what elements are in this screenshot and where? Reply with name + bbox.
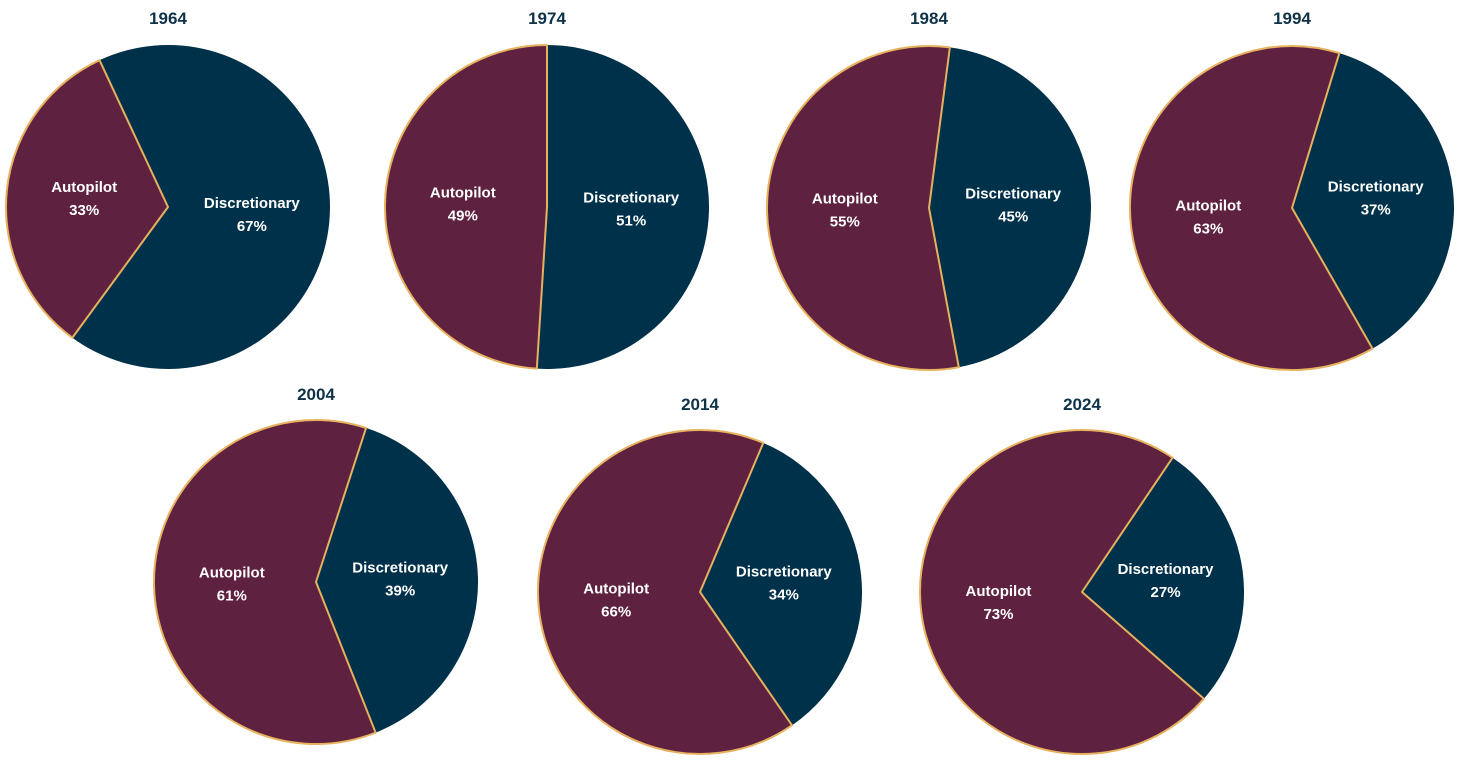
slice-value-label: 27% <box>1151 584 1181 601</box>
slice-value-label: 34% <box>769 586 799 603</box>
slice-discretionary <box>316 427 478 733</box>
slice-label: Autopilot <box>966 583 1032 600</box>
slice-value-label: 66% <box>601 604 631 621</box>
slice-value-label: 45% <box>998 209 1028 226</box>
slice-value-label: 55% <box>830 213 860 230</box>
slice-value-label: 73% <box>983 606 1013 623</box>
pie-2024: 2024 Discretionary 27% Autopilot 73% <box>919 395 1244 755</box>
pie-2004: 2004 Discretionary 39% Autopilot 61% <box>153 385 478 745</box>
slice-autopilot <box>919 429 1205 755</box>
slice-discretionary <box>1292 53 1454 349</box>
slice-label: Discretionary <box>736 563 833 580</box>
slice-label: Discretionary <box>1328 179 1425 196</box>
pie-title: 2014 <box>681 395 719 414</box>
slice-discretionary <box>929 47 1091 368</box>
slice-label: Autopilot <box>430 184 496 201</box>
slice-value-label: 61% <box>217 588 247 605</box>
slice-value-label: 63% <box>1193 220 1223 237</box>
slice-label: Discretionary <box>583 190 680 207</box>
slice-value-label: 51% <box>616 213 646 230</box>
pie-title: 2024 <box>1063 395 1101 414</box>
pie-1964: 1964 Discretionary 67% Autopilot 33% <box>5 9 330 370</box>
pie-title: 2004 <box>297 385 335 404</box>
slice-autopilot <box>153 419 377 745</box>
pie-title: 1984 <box>910 9 948 28</box>
pie-title: 1994 <box>1273 9 1311 28</box>
slice-value-label: 49% <box>448 207 478 224</box>
pie-1994: 1994 Discretionary 37% Autopilot 63% <box>1129 9 1454 372</box>
slice-discretionary <box>1082 457 1244 699</box>
slice-autopilot <box>537 429 793 755</box>
pie-title: 1974 <box>528 9 566 28</box>
slice-label: Autopilot <box>1175 197 1241 214</box>
slice-discretionary <box>536 45 710 369</box>
slice-label: Discretionary <box>204 195 301 212</box>
slice-discretionary <box>700 442 862 726</box>
pie-1974: 1974 Discretionary 51% Autopilot 49% <box>384 9 710 370</box>
slice-label: Discretionary <box>965 186 1062 203</box>
slice-label: Discretionary <box>1118 561 1215 578</box>
slice-discretionary <box>72 45 330 370</box>
slice-value-label: 37% <box>1361 202 1391 219</box>
pie-1984: 1984 Discretionary 45% Autopilot 55% <box>766 9 1091 371</box>
slice-label: Autopilot <box>583 581 649 598</box>
slice-value-label: 39% <box>385 582 415 599</box>
slice-label: Autopilot <box>199 565 265 582</box>
slice-autopilot <box>384 44 548 370</box>
slice-autopilot <box>5 59 169 339</box>
slice-autopilot <box>766 45 960 371</box>
slice-label: Autopilot <box>51 179 117 196</box>
slice-autopilot <box>1129 45 1374 372</box>
slice-value-label: 67% <box>237 218 267 235</box>
pie-2014: 2014 Discretionary 34% Autopilot 66% <box>537 395 862 755</box>
pie-title: 1964 <box>149 9 187 28</box>
slice-label: Autopilot <box>812 190 878 207</box>
slice-value-label: 33% <box>69 202 99 219</box>
slice-label: Discretionary <box>352 559 449 576</box>
